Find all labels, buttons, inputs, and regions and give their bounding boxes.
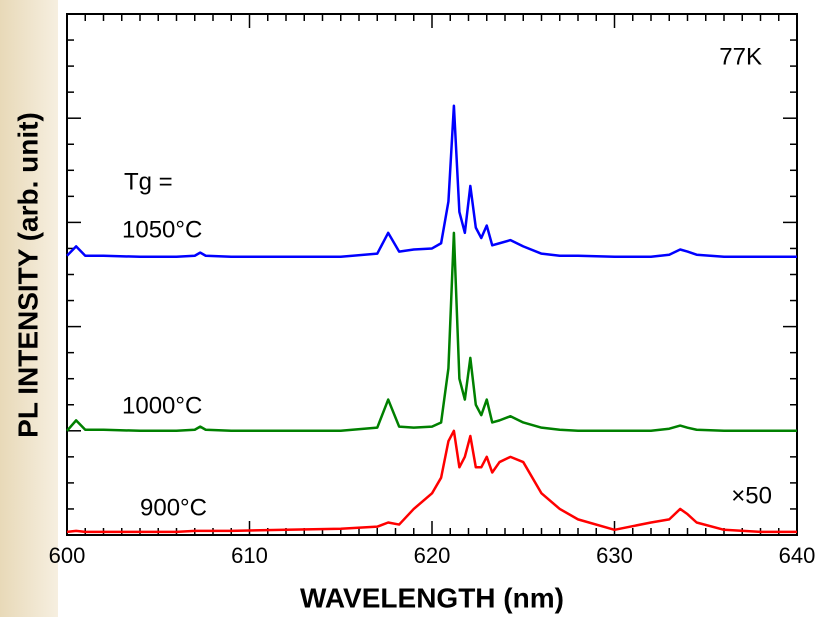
x-tick-label: 620 (414, 543, 451, 568)
x-tick-label: 630 (596, 543, 633, 568)
annotation: 77K (719, 43, 762, 70)
x-tick-label: 600 (49, 543, 86, 568)
annotation: 900°C (140, 494, 207, 521)
spectrum-line (66, 104, 797, 259)
spectrum-line (66, 231, 797, 433)
x-axis-title: WAVELENGTH (nm) (300, 582, 564, 613)
y-axis-title: PL INTENSITY (arb. unit) (12, 112, 43, 438)
annotation: ×50 (731, 482, 772, 509)
spectrum-line (66, 429, 797, 534)
annotation: 1050°C (122, 216, 202, 243)
side-decoration (0, 0, 58, 617)
x-tick-label: 610 (231, 543, 268, 568)
plot-frame (66, 13, 798, 536)
annotation: Tg = (124, 168, 173, 195)
annotation: 1000°C (122, 392, 202, 419)
x-tick-label: 640 (779, 543, 816, 568)
